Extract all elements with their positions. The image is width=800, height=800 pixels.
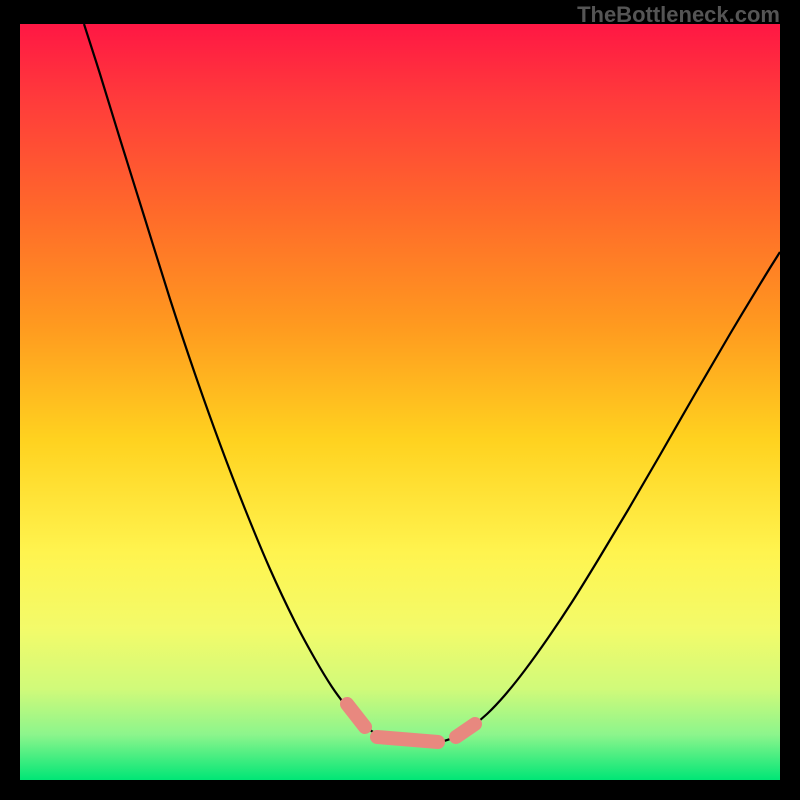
plot-area	[20, 24, 780, 780]
gradient-background	[20, 24, 780, 780]
curve-marker	[377, 737, 438, 742]
chart-svg	[20, 24, 780, 780]
watermark-text: TheBottleneck.com	[577, 2, 780, 28]
